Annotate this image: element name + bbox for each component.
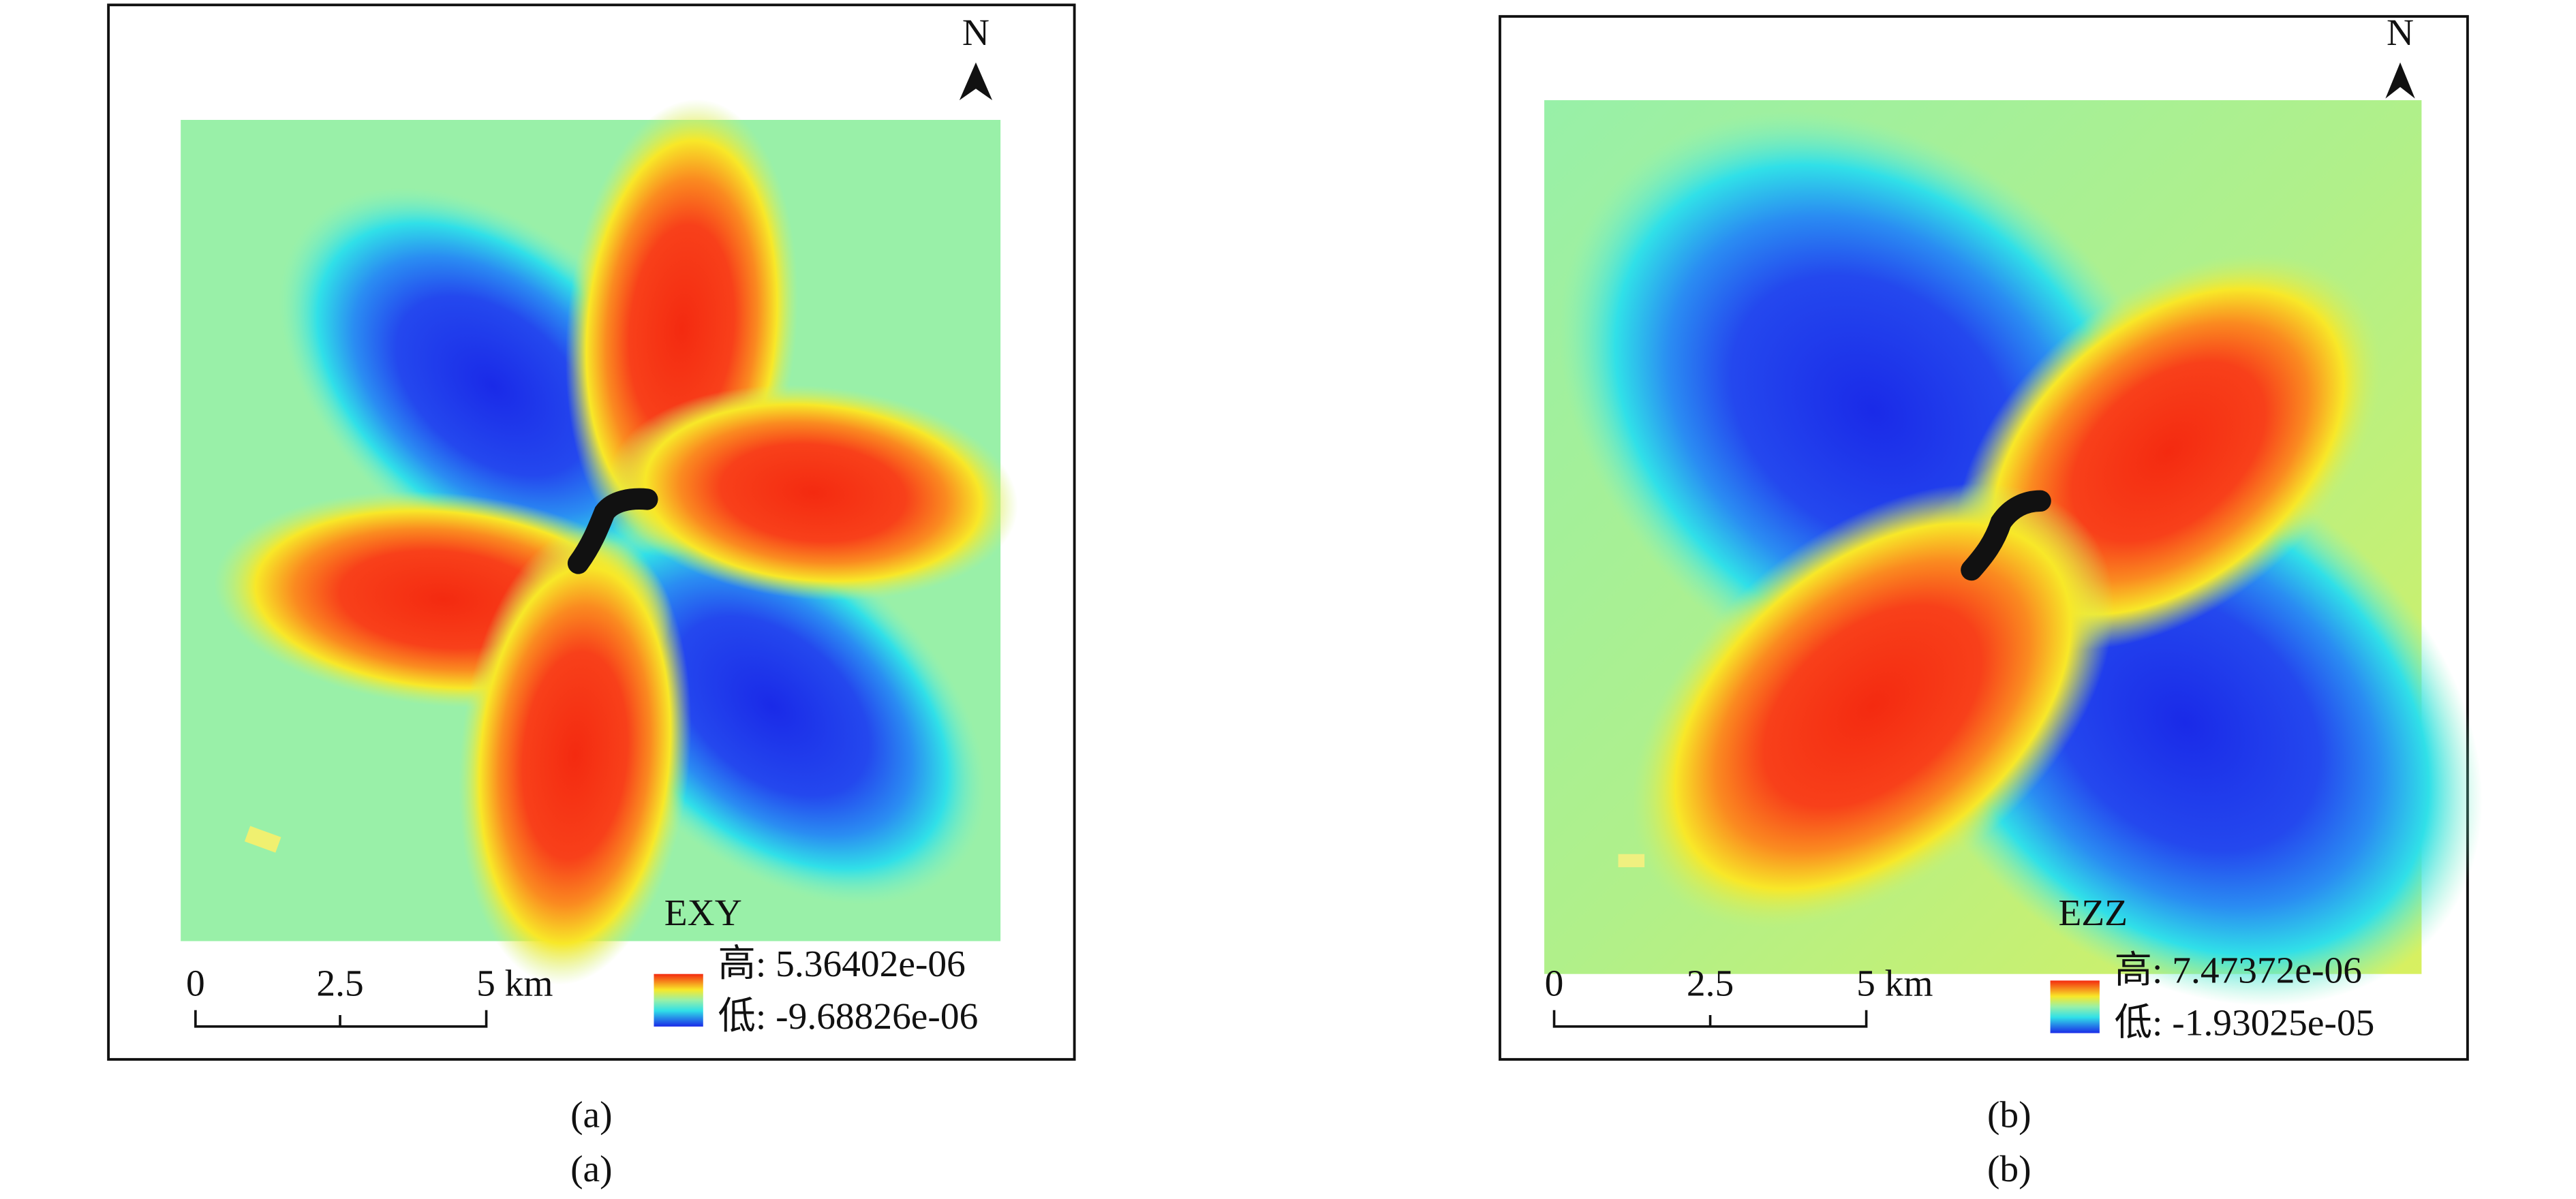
caption: (a) [570,1148,613,1189]
north-arrow [2385,62,2415,99]
legend-colorbar [654,974,703,1027]
legend-low: 低: -9.68826e-06 [718,995,978,1037]
fault-rupture [567,488,658,574]
north-arrow [959,62,993,101]
scale-label: 0 [1545,963,1564,1004]
scale-bar: 0 2.5 5 km [1545,963,1933,1028]
strain-field [214,99,1018,985]
panel-b: N EZZ 高: 7.47372e-06 低: -1.93025e-05 0 2… [1499,12,2483,1189]
positive-lobe [459,526,692,985]
scale-bar: 0 2.5 5 km [186,963,553,1028]
caption: (b) [1987,1094,2031,1136]
positive-lobe [608,384,1018,601]
legend-low: 低: -1.93025e-05 [2115,1002,2375,1044]
legend-colorbar [2050,980,2100,1033]
map-artifact [244,826,281,853]
scale-bar-line [194,1010,488,1028]
field-label: EZZ [2058,892,2128,933]
scale-label: 5 km [476,963,553,1004]
scale-label: 5 km [1856,963,1933,1004]
field-label: EXY [664,892,742,933]
fault-rupture [1961,490,2051,581]
caption: (b) [1987,1148,2031,1189]
legend-high: 高: 7.47372e-06 [2115,949,2362,991]
legend-high: 高: 5.36402e-06 [718,943,965,984]
scale-label: 2.5 [316,963,363,1004]
map-artifact [1618,854,1645,867]
north-label: N [2387,12,2414,53]
scale-bar-line [1552,1010,1868,1028]
positive-lobe [1631,483,2114,929]
caption: (a) [570,1094,613,1136]
scale-label: 0 [186,963,205,1004]
scale-label: 2.5 [1687,963,1734,1004]
strain-field [1559,111,2483,1006]
north-label: N [962,12,990,53]
panel-a: N EXY 高: 5.36402e-06 低: -9.68826e-06 0 2… [107,3,1076,1189]
